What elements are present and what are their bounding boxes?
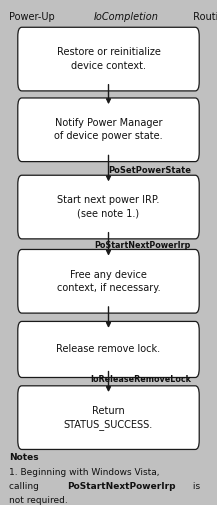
- Text: IoReleaseRemoveLock: IoReleaseRemoveLock: [90, 375, 191, 384]
- Text: IoCompletion: IoCompletion: [94, 12, 158, 22]
- Text: Start next power IRP.
(see note 1.): Start next power IRP. (see note 1.): [57, 195, 160, 219]
- Text: Release remove lock.: Release remove lock.: [56, 344, 161, 355]
- FancyBboxPatch shape: [18, 249, 199, 313]
- Text: Free any device
context, if necessary.: Free any device context, if necessary.: [57, 270, 160, 293]
- Text: Routine: Routine: [189, 12, 217, 22]
- Text: 1. Beginning with Windows Vista,: 1. Beginning with Windows Vista,: [9, 468, 159, 477]
- Text: PoStartNextPowerIrp: PoStartNextPowerIrp: [67, 482, 176, 491]
- Text: calling: calling: [9, 482, 41, 491]
- FancyBboxPatch shape: [18, 322, 199, 378]
- Text: Notify Power Manager
of device power state.: Notify Power Manager of device power sta…: [54, 118, 163, 141]
- Text: Return
STATUS_SUCCESS.: Return STATUS_SUCCESS.: [64, 406, 153, 430]
- FancyBboxPatch shape: [18, 175, 199, 239]
- Text: PoSetPowerState: PoSetPowerState: [108, 166, 191, 175]
- Text: Notes: Notes: [9, 453, 38, 463]
- FancyBboxPatch shape: [18, 386, 199, 449]
- Text: not required.: not required.: [9, 496, 67, 505]
- Text: is: is: [190, 482, 200, 491]
- Text: Power-Up: Power-Up: [9, 12, 58, 22]
- Text: PoStartNextPowerIrp: PoStartNextPowerIrp: [95, 241, 191, 250]
- Text: Restore or reinitialize
device context.: Restore or reinitialize device context.: [57, 47, 160, 71]
- FancyBboxPatch shape: [18, 27, 199, 91]
- FancyBboxPatch shape: [18, 98, 199, 162]
